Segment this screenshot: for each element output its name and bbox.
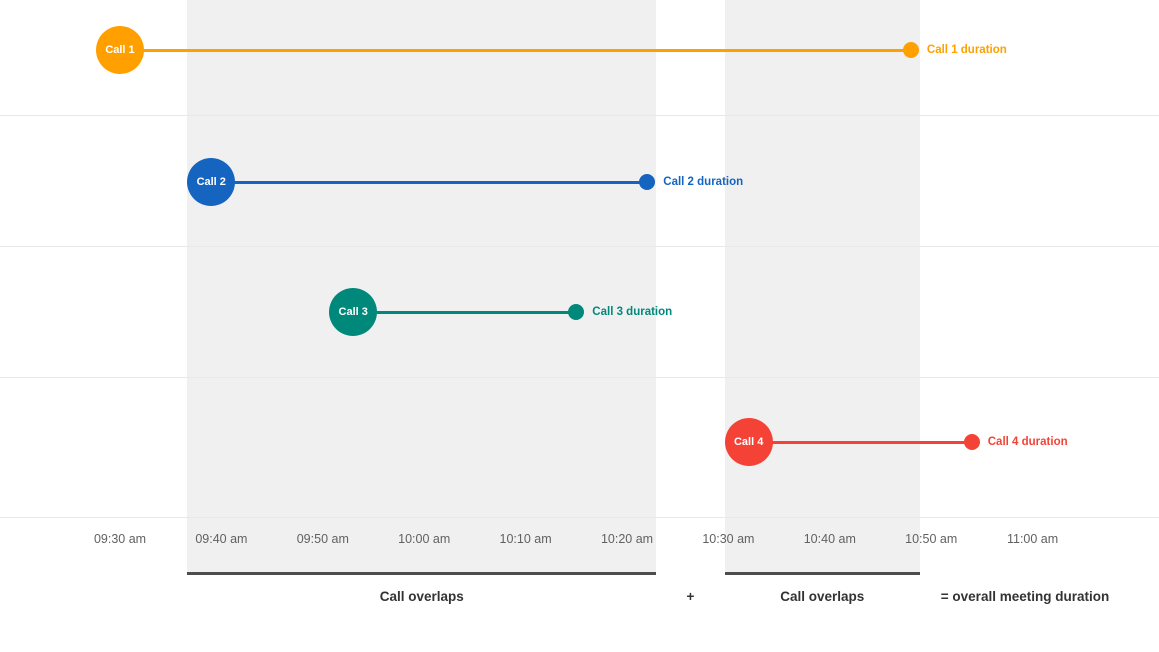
call-start-marker: Call 4	[724, 418, 773, 466]
axis-tick-label: 10:50 am	[905, 532, 958, 546]
call-duration-line	[748, 440, 972, 444]
axis-tick-label: 09:40 am	[195, 532, 248, 546]
call-duration-line	[211, 180, 648, 184]
overlap-label-1: Call overlaps	[379, 589, 464, 604]
plus-sign: +	[686, 589, 695, 604]
axis-tick-label: 09:50 am	[296, 532, 349, 546]
call-start-marker: Call 3	[329, 288, 378, 336]
axis-tick-label: 11:00 am	[1006, 532, 1059, 546]
call-duration-line	[120, 48, 911, 52]
axis-tick-label: 10:10 am	[499, 532, 552, 546]
gridline	[0, 115, 1159, 116]
overall-meeting-duration-label: = overall meeting duration	[940, 589, 1110, 604]
call-duration-label: Call 2 duration	[663, 176, 744, 188]
call-duration-label: Call 4 duration	[987, 436, 1068, 448]
gridline	[0, 246, 1159, 247]
overlap-band	[187, 0, 657, 575]
overlap-underline	[724, 572, 920, 575]
overlap-underline	[187, 572, 657, 575]
axis-tick-label: 09:30 am	[93, 532, 147, 546]
call-start-marker: Call 2	[187, 158, 236, 206]
axis-tick-label: 10:40 am	[803, 532, 856, 546]
call-duration-label: Call 3 duration	[592, 306, 673, 318]
call-duration-label: Call 1 duration	[926, 44, 1007, 56]
call-end-marker	[902, 42, 919, 58]
call-end-marker	[963, 434, 980, 450]
call-start-marker: Call 1	[96, 26, 144, 74]
axis-tick-label: 10:20 am	[600, 532, 654, 546]
call-end-marker	[639, 174, 656, 190]
axis-tick-label: 10:30 am	[702, 532, 755, 546]
gridline	[0, 517, 1159, 518]
gridline	[0, 377, 1159, 378]
overlap-label-2: Call overlaps	[780, 589, 865, 604]
call-duration-line	[353, 310, 577, 314]
call-end-marker	[568, 304, 585, 320]
overlap-band	[724, 0, 920, 575]
axis-tick-label: 10:00 am	[398, 532, 451, 546]
